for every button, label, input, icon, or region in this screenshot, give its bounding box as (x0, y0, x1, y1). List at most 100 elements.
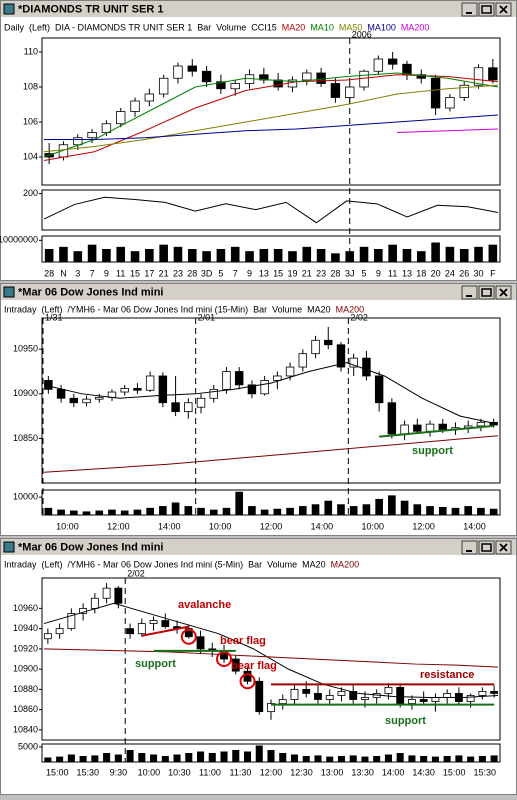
minimize-button[interactable] (461, 540, 478, 555)
volume-bar (138, 753, 146, 762)
volume-bar (488, 244, 498, 262)
candle-body (82, 398, 91, 404)
candle-body (430, 77, 441, 109)
volume-bar (184, 506, 193, 515)
y-tick-label: 104 (23, 151, 38, 161)
volume-bar (222, 507, 231, 515)
candle-body (330, 83, 341, 98)
volume-bar (279, 753, 287, 762)
volume-bar (202, 251, 211, 262)
annotation-line (141, 625, 189, 637)
candle-body (67, 613, 76, 630)
volume-bar (220, 751, 228, 762)
annotation-label: support (412, 445, 453, 457)
candle-body (267, 703, 275, 713)
volume-bar (171, 502, 180, 515)
legend-text: Intraday (4, 559, 37, 569)
x-tick-label: 3J (345, 268, 355, 278)
volume-bar (87, 244, 97, 262)
ma-line (43, 84, 499, 153)
date-label: 1/31 (45, 312, 63, 322)
x-tick-label: 24 (445, 268, 455, 278)
minimize-button[interactable] (461, 2, 478, 17)
volume-bar (388, 495, 396, 515)
x-tick-label: 21 (302, 268, 312, 278)
x-tick-label: 12:00 (412, 521, 435, 531)
legend-entry: MA200 (331, 559, 360, 569)
candle-body (260, 380, 269, 395)
legend-entry: MA20 (282, 22, 306, 32)
candle-body (184, 628, 193, 638)
candle-body (361, 697, 369, 700)
candle-body (137, 623, 146, 635)
title-bar (1, 284, 516, 300)
candle-body (116, 111, 126, 125)
candle-body (325, 695, 334, 700)
volume-bar (438, 506, 447, 515)
button-glyph (481, 543, 492, 552)
x-tick-label: 11:00 (199, 767, 221, 777)
legend-text: Intraday (4, 304, 37, 314)
y-tick-label: 110 (24, 46, 38, 56)
volume-bar (286, 507, 294, 515)
volume-bar (426, 506, 434, 515)
candle-body (324, 339, 333, 346)
candle-body (73, 137, 83, 146)
x-tick-label: 28 (44, 268, 54, 278)
candle-body (87, 132, 97, 139)
volume-bar (232, 750, 240, 762)
volume-bar (374, 249, 383, 262)
annotation-label: avalanche (178, 599, 231, 611)
x-tick-label: 10:00 (138, 767, 161, 777)
volume-bar (197, 507, 205, 515)
candle-body (158, 77, 169, 95)
x-tick-label: 5 (218, 268, 223, 278)
annotation-circle (216, 651, 233, 667)
volume-bar (375, 498, 383, 515)
volume-bar (267, 750, 275, 762)
candle-body (349, 691, 358, 700)
volume-bar (331, 253, 340, 262)
volume-bar (445, 246, 455, 262)
legend-text: Bar (197, 22, 211, 32)
volume-bar (384, 754, 392, 762)
candle-body (144, 93, 155, 102)
candle-body (196, 397, 206, 408)
cci-line (43, 196, 499, 224)
candle-body (387, 402, 397, 435)
x-tick-label: 17 (144, 268, 154, 278)
volume-bar (337, 504, 345, 515)
button-glyph (499, 288, 508, 297)
x-tick-label: 14:30 (412, 767, 435, 777)
volume-bar (400, 500, 409, 515)
annotation-line (379, 424, 494, 438)
minimize-button[interactable] (461, 285, 478, 300)
candle-body (490, 691, 499, 694)
x-tick-label: 20 (431, 268, 441, 278)
candle-body (387, 58, 398, 65)
candle-body (373, 58, 384, 72)
candle-body (478, 691, 487, 696)
candle-body (374, 375, 384, 404)
volume-bar (248, 506, 256, 515)
x-tick-label: 7 (90, 268, 95, 278)
x-tick-label: 26 (459, 268, 469, 278)
volume-bar (359, 246, 369, 262)
candle-body (255, 680, 264, 713)
y-tick-label: 10840 (13, 724, 38, 734)
x-tick-label: 9:30 (110, 767, 128, 777)
volume-bar (103, 753, 111, 762)
legend-text: Daily (4, 22, 25, 32)
annotation-label: support (385, 715, 426, 727)
date-label: 2/02 (127, 568, 145, 578)
volume-bar (114, 754, 122, 762)
candle-body (43, 633, 52, 640)
volume-bar (44, 507, 53, 515)
volume-bar (73, 251, 83, 262)
ma-line (397, 128, 499, 133)
candle-body (316, 72, 326, 84)
legend-entry: MA100 (367, 22, 396, 32)
window-title: *Mar 06 Dow Jones Ind mini (18, 286, 163, 298)
candle-body (336, 344, 346, 368)
